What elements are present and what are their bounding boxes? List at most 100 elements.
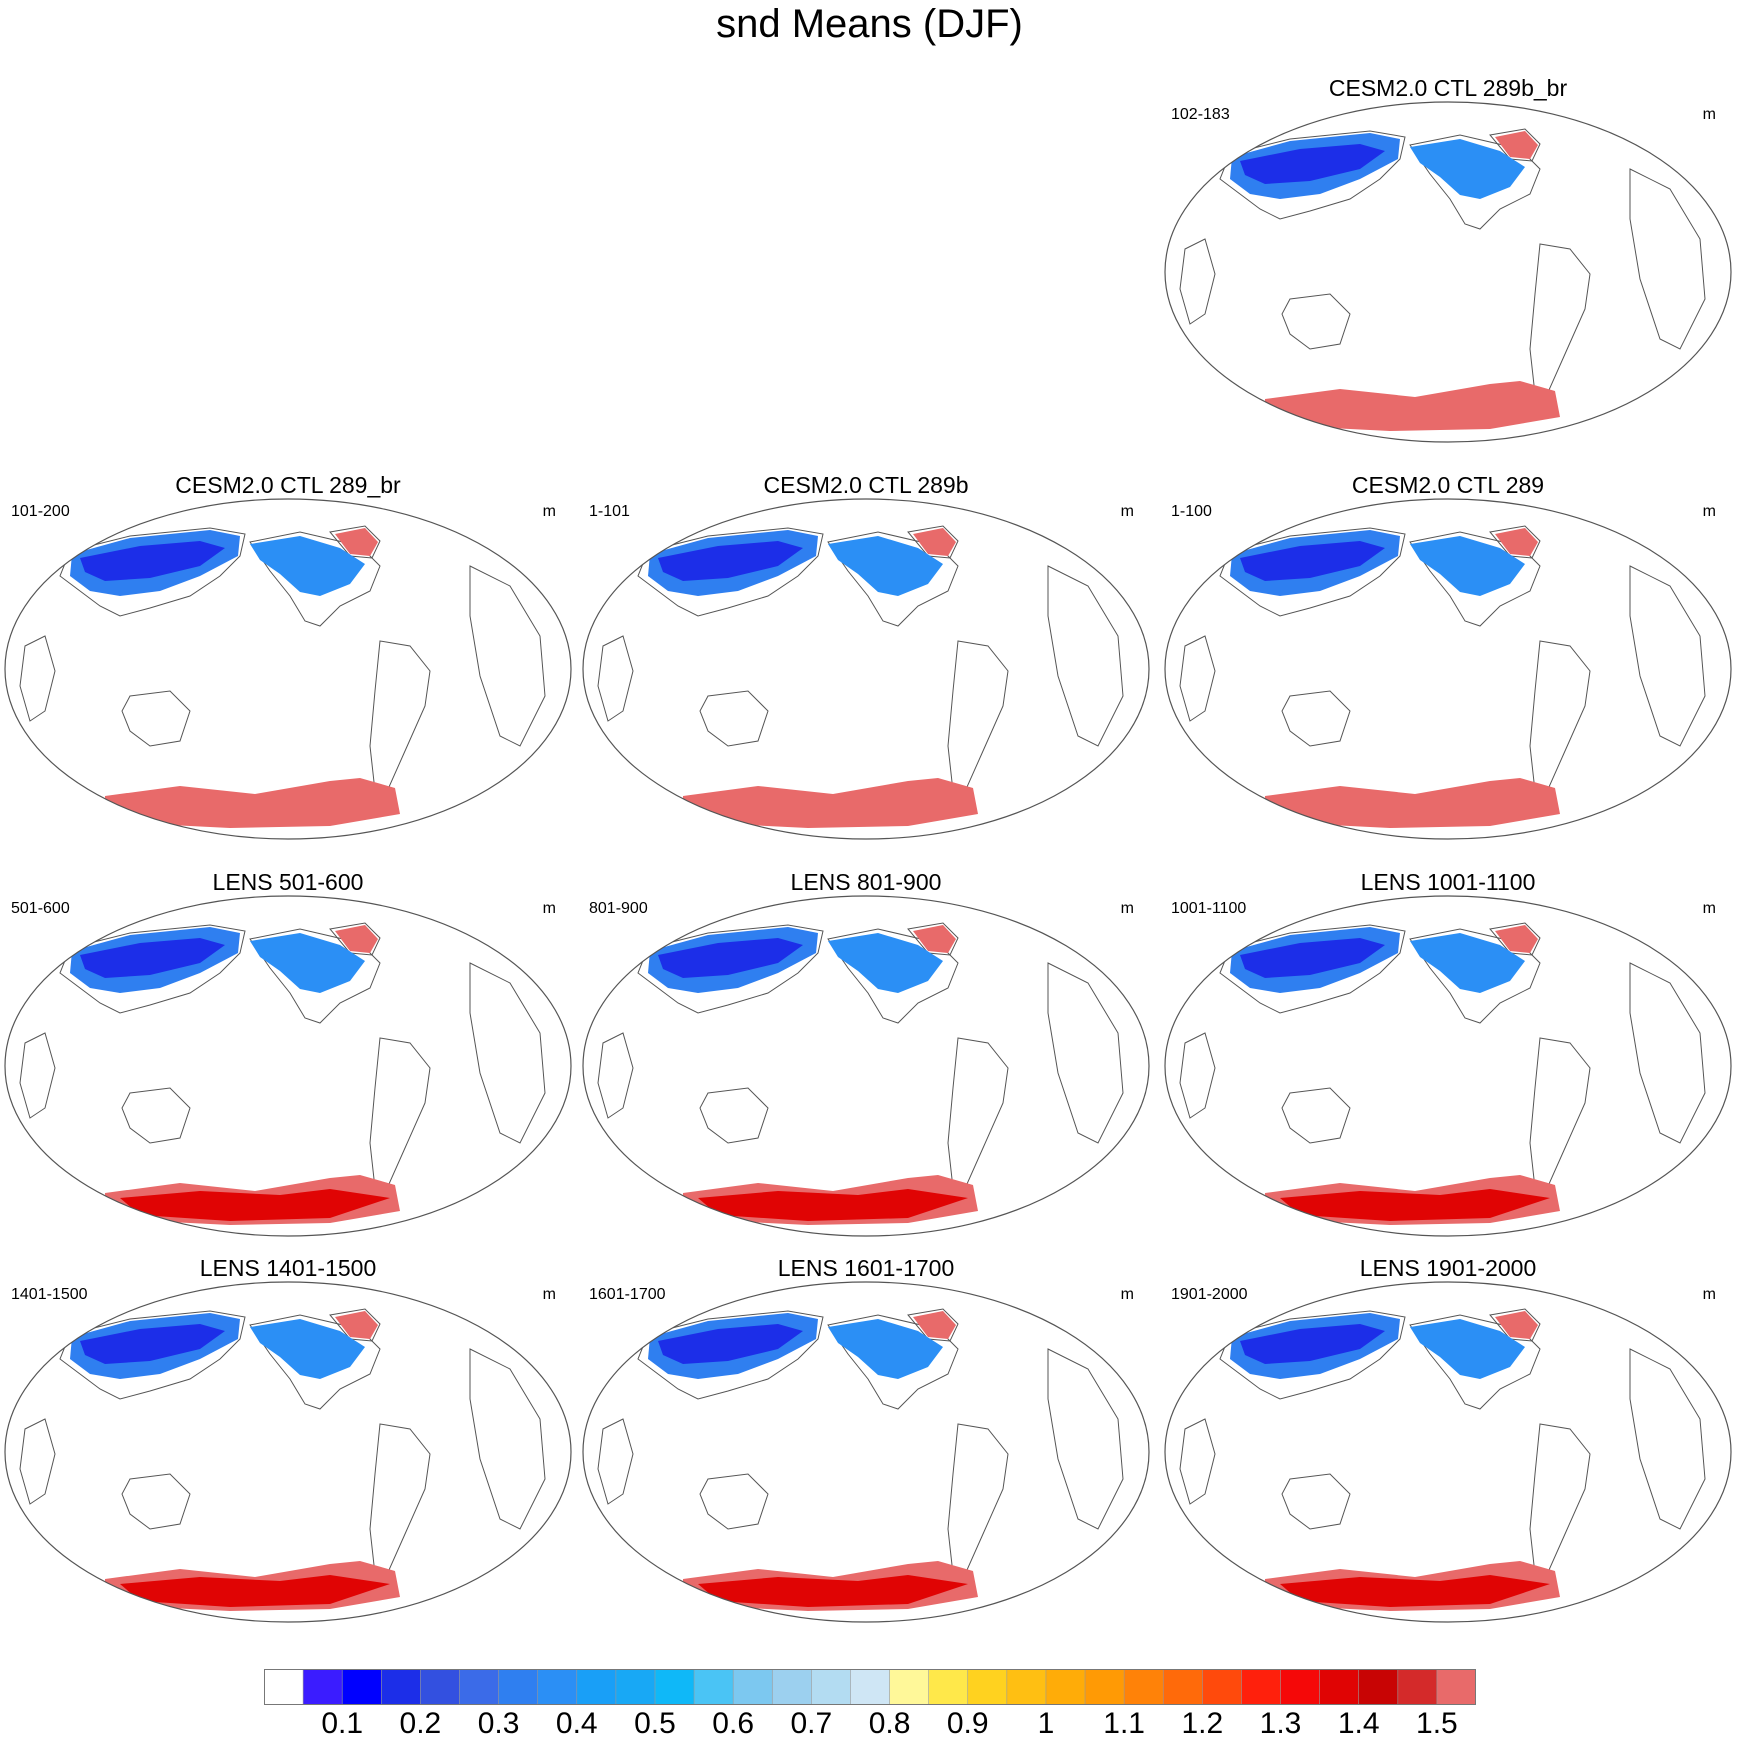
panel-units: m [1120,1286,1134,1303]
colorbar-labels: 0.1 0.2 0.3 0.4 0.5 0.6 0.7 0.8 0.9 1 1.1 1.2 1.3 1.4… [0,1707,1739,1740]
coastline [59,924,246,1014]
coastline [1629,962,1706,1144]
coastline [1047,962,1124,1144]
coastline [947,640,1009,797]
snow-field-eurasia-core [1240,1324,1385,1364]
snow-field-eurasia-core [658,938,803,978]
coastline [597,1418,634,1505]
map-plot [4,895,572,1237]
colorbar-swatch [732,1669,774,1705]
panel-title: CESM2.0 CTL 289b_br [1328,75,1568,101]
coastline [121,1087,191,1144]
panel-years: 102-183 [1171,106,1230,123]
coastline [249,531,381,627]
panel-years: 101-200 [11,503,70,520]
coastline [59,527,246,617]
snow-field-greenland [1495,131,1538,159]
colorbar-label: 1.2 [1181,1707,1224,1740]
colorbar-label: 0.8 [868,1707,911,1740]
colorbar-label: 0.1 [321,1707,364,1740]
colorbar-swatch [302,1669,343,1705]
colorbar-swatch [1202,1669,1243,1705]
coastline [827,928,959,1024]
coastline [59,1310,246,1400]
map-plot [582,498,1150,840]
coastline [1529,640,1591,797]
coastline [1219,924,1406,1014]
snow-field-greenland [335,528,378,556]
coastline [1281,1473,1351,1530]
coastline [1219,1310,1406,1400]
coastline [1179,1032,1216,1119]
map-panel: CESM2.0 CTL 289b 1-101 m [578,472,1154,842]
panel-units: m [542,900,556,917]
panel-title: CESM2.0 CTL 289_br [175,472,401,498]
coastline [1629,1348,1706,1530]
coastline [1179,1418,1216,1505]
coastline [1529,1037,1591,1194]
map-panel: CESM2.0 CTL 289_br 101-200 m [0,472,576,842]
coastline [637,1310,824,1400]
map-border [4,1281,572,1623]
map-panel: LENS 1001-1100 1001-1100 m [1160,869,1736,1239]
panel-years: 801-900 [589,900,648,917]
panel-title: LENS 1601-1700 [777,1255,955,1281]
panel-years: 1601-1700 [589,1286,666,1303]
snow-field-north-america [250,536,365,596]
colorbar-swatch [459,1669,500,1705]
colorbar-label: 1.4 [1337,1707,1380,1740]
snow-field-north-america [1410,536,1525,596]
snow-field-eurasia-core [80,541,225,581]
panel-units: m [542,503,556,520]
coastline [1409,928,1541,1024]
map-plot [582,895,1150,1237]
panel-units: m [542,1286,556,1303]
panel-title: CESM2.0 CTL 289b [763,472,969,498]
map-panel: CESM2.0 CTL 289 1-100 m [1160,472,1736,842]
coastline [827,1314,959,1410]
coastline [369,1423,431,1580]
snow-field-north-america [250,1319,365,1379]
coastline [637,924,824,1014]
snow-field-north-america [828,1319,943,1379]
map-plot [1164,1281,1732,1623]
colorbar-label: 1.5 [1416,1707,1458,1740]
coastline [121,690,191,747]
panel-title: LENS 1001-1100 [1360,869,1536,895]
panel-units: m [1702,106,1716,123]
snow-field-north-america [1410,1319,1525,1379]
map-panel: LENS 1401-1500 1401-1500 m [0,1255,576,1625]
panel-units: m [1120,503,1134,520]
coastline [597,1032,634,1119]
map-panel: CESM2.0 CTL 289b_br 102-183 m [1160,75,1736,445]
snow-field-north-america [828,933,943,993]
coastline [1219,130,1406,220]
map-panel: LENS 501-600 501-600 m [0,869,576,1239]
colorbar-swatch [1084,1669,1125,1705]
snow-field-greenland [913,528,956,556]
coastline [1489,128,1541,162]
coastline [19,1032,56,1119]
coastline [469,1348,546,1530]
snow-field-greenland [913,925,956,953]
map-panel: LENS 1901-2000 1901-2000 m [1160,1255,1736,1625]
snow-field-antarctica-core [698,1189,968,1221]
coastline [1179,635,1216,722]
coastline [1489,922,1541,956]
colorbar-swatch [1358,1669,1399,1705]
coastline [699,1087,769,1144]
coastline [1409,531,1541,627]
panel-units: m [1702,1286,1716,1303]
panel-title: LENS 1401-1500 [199,1255,377,1281]
map-plot [4,498,572,840]
coastline [19,1418,56,1505]
map-plot [582,1281,1150,1623]
panel-years: 1401-1500 [11,1286,88,1303]
colorbar-swatch [615,1669,656,1705]
coastline [1281,293,1351,350]
snow-field-north-america [1410,139,1525,199]
coastline [947,1037,1009,1194]
panel-years: 1901-2000 [1171,1286,1248,1303]
snow-field-antarctica-core [120,1575,390,1607]
snow-field-north-america [250,933,365,993]
